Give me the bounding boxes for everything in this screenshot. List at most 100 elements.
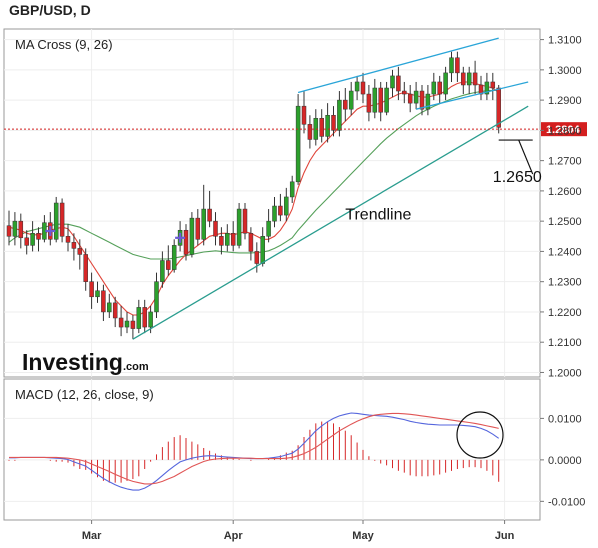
- macd-panel-label: MACD (12, 26, close, 9): [15, 387, 154, 402]
- candle: [343, 88, 348, 122]
- candle: [284, 187, 289, 222]
- price-grid: [4, 39, 540, 373]
- candle: [496, 84, 501, 134]
- time-tick-label: May: [352, 530, 374, 542]
- candle-body: [213, 220, 218, 237]
- candle: [101, 284, 106, 322]
- candle-body: [142, 307, 147, 328]
- macd-panel: MACD (12, 26, close, 9) 0.0100 0.0000 -0.0…: [3, 378, 585, 521]
- current-price-tag-bg: [541, 122, 587, 137]
- candle: [89, 272, 94, 309]
- candle-body: [425, 93, 431, 110]
- ma-slow-line: [8, 89, 499, 260]
- candle-body: [378, 87, 383, 113]
- price-tick-label: 1.2300: [548, 277, 582, 289]
- macd-lines: [9, 412, 500, 491]
- price-panel-label: MA Cross (9, 26): [15, 37, 113, 52]
- candle: [461, 66, 466, 95]
- candle: [201, 184, 206, 246]
- current-price-tag: 1.2804: [541, 122, 587, 137]
- candle-body: [6, 225, 12, 237]
- macd-histogram: [8, 421, 500, 483]
- candle-body: [472, 72, 478, 86]
- signal-line: [9, 412, 499, 485]
- candle-body: [124, 320, 130, 328]
- candle: [372, 78, 378, 119]
- current-price-label: 1.2804: [546, 124, 581, 136]
- candle: [195, 209, 201, 246]
- candle-body: [77, 248, 83, 255]
- candle: [248, 227, 254, 261]
- candle-body: [136, 307, 142, 329]
- price-tick-label: 1.2400: [548, 246, 582, 258]
- candle: [142, 299, 147, 334]
- candle-body: [413, 90, 419, 104]
- candle: [24, 230, 29, 255]
- candle: [331, 106, 336, 137]
- price-tick-label: 1.2600: [548, 186, 582, 198]
- candle-body: [431, 81, 437, 95]
- candle: [278, 193, 283, 222]
- candle: [402, 81, 407, 104]
- candle: [77, 239, 83, 270]
- candle: [53, 196, 59, 243]
- candle: [431, 72, 437, 101]
- price-axis: 1.3100 1.3000 1.2900 1.2800 1.2700 1.2600 1.25…: [540, 35, 582, 379]
- candle: [484, 72, 490, 101]
- candle: [171, 239, 177, 273]
- drawings: Trendline 1.2650: [45, 37, 542, 340]
- candle-body: [348, 90, 354, 110]
- candle-body: [407, 93, 413, 104]
- price-tick-label: 1.2100: [548, 337, 582, 349]
- chart-title: GBP/USD, D: [9, 2, 91, 18]
- candle-body: [71, 242, 77, 249]
- candle: [337, 91, 342, 137]
- level-label: 1.2650: [493, 169, 542, 186]
- candle: [295, 94, 301, 185]
- candle-body: [24, 237, 29, 246]
- candle-body: [295, 105, 301, 183]
- price-tick-label: 1.2000: [548, 367, 582, 379]
- candle-body: [260, 236, 265, 264]
- candle-body: [89, 281, 94, 298]
- candle: [242, 203, 248, 240]
- candle-body: [130, 320, 136, 329]
- trendline-label: Trendline: [345, 207, 411, 224]
- candle: [390, 69, 395, 98]
- time-tick-label: Apr: [224, 530, 244, 542]
- candle: [348, 81, 354, 116]
- candle-body: [354, 81, 360, 92]
- candle: [272, 196, 277, 228]
- candle: [65, 224, 71, 252]
- candle: [225, 224, 230, 252]
- candle-body: [248, 233, 254, 252]
- candle-body: [101, 290, 106, 313]
- candle-body: [266, 220, 271, 237]
- candle-body: [325, 114, 330, 137]
- candle-body: [195, 217, 201, 240]
- candle-body: [207, 208, 212, 222]
- candle: [437, 75, 442, 104]
- highlight-circle: [456, 411, 504, 459]
- candle-body: [396, 75, 401, 92]
- time-tick-label: Jun: [495, 530, 515, 542]
- brand-logo: Investing.com: [22, 349, 149, 375]
- candle-body: [490, 81, 496, 89]
- candle-body: [30, 233, 35, 246]
- candle: [301, 91, 307, 134]
- candle-body: [36, 233, 41, 240]
- macd-panel-frame: [3, 378, 541, 521]
- candle-body: [59, 202, 65, 237]
- candle: [12, 212, 18, 246]
- candle: [18, 213, 24, 249]
- candle-body: [53, 202, 59, 240]
- candle-body: [242, 208, 248, 234]
- candle-body: [183, 229, 189, 255]
- macd-tick-label: -0.0100: [548, 496, 585, 508]
- price-tick-label: 1.2700: [548, 156, 582, 168]
- candle: [266, 209, 271, 243]
- channel-upper-line: [297, 37, 499, 94]
- candle-body: [466, 72, 472, 86]
- candle-body: [366, 93, 372, 113]
- candle: [213, 212, 218, 246]
